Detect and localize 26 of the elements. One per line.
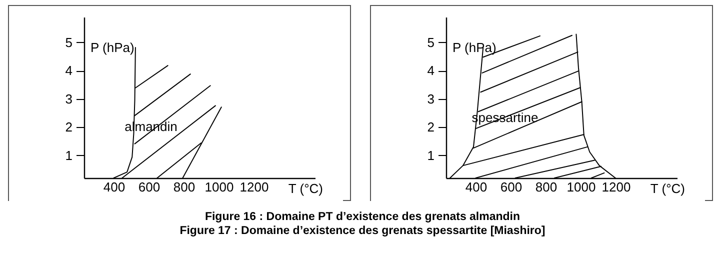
x-tick-label: 800 (535, 180, 558, 194)
y-axis-title: P (hPa) (90, 40, 134, 55)
caption: Figure 16 : Domaine PT d’existence des grenats almandin (204, 210, 522, 224)
x-tick-label: 400 (465, 180, 488, 194)
x-axis-title: T (°C) (650, 181, 685, 196)
y-tick-label: 4 (65, 63, 72, 78)
x-tick-label: 1200 (240, 180, 269, 194)
x-axis-title: T (°C) (288, 181, 323, 196)
x-tick-label: 600 (500, 180, 522, 194)
y-tick-label: 3 (427, 91, 434, 106)
x-tick-label: 1000 (566, 180, 596, 194)
y-tick-label: 5 (427, 34, 434, 50)
y-tick-label: 4 (427, 63, 434, 78)
x-tick-label: 1200 (602, 180, 631, 194)
x-tick-label: 1000 (204, 180, 234, 194)
y-axis-title: P (hPa) (452, 40, 496, 55)
y-tick-label: 3 (65, 91, 72, 106)
y-tick-label: 5 (65, 34, 72, 50)
x-tick-label: 600 (138, 180, 160, 194)
x-tick-label: 800 (173, 180, 196, 194)
y-tick-label: 1 (427, 148, 434, 163)
caption: Figure 17 : Domaine d’existence des grenats spessartite [Miashiro] (178, 224, 546, 238)
y-tick-label: 1 (65, 148, 72, 163)
y-tick-label: 2 (65, 120, 72, 135)
x-tick-label: 400 (103, 180, 126, 194)
y-tick-label: 2 (427, 120, 434, 135)
